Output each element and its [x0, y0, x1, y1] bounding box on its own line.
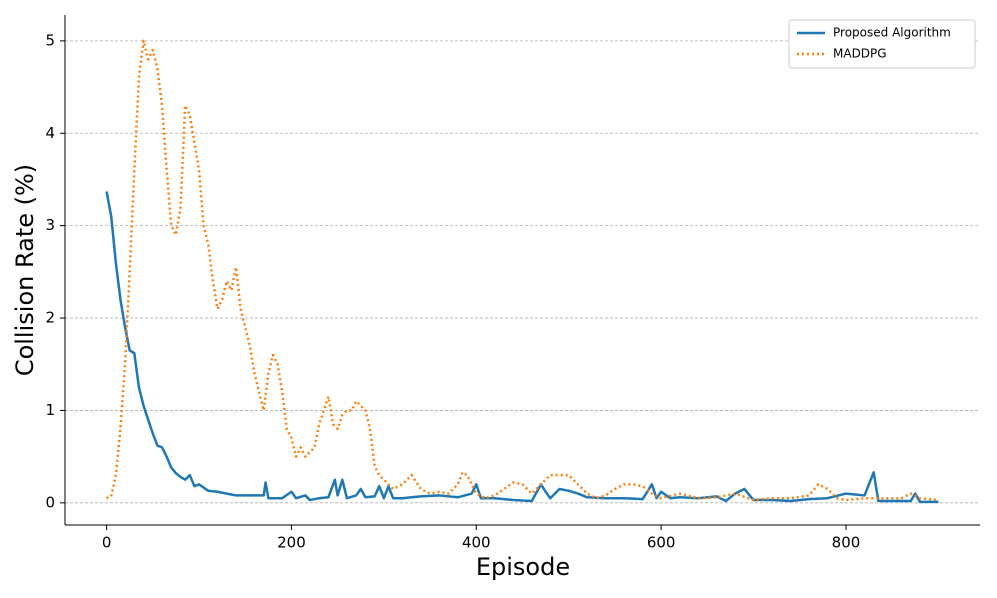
x-tick-label: 600: [647, 534, 676, 552]
x-tick-label: 400: [462, 534, 491, 552]
x-tick-label: 200: [277, 534, 306, 552]
y-tick-label: 0: [45, 493, 55, 511]
x-axis-label: Episode: [476, 553, 570, 581]
x-tick-label: 800: [832, 534, 861, 552]
y-tick-label: 1: [45, 401, 55, 419]
series-line: [105, 191, 939, 504]
x-tick-label: 0: [102, 534, 112, 552]
legend-label: MADDPG: [833, 47, 887, 61]
legend-box: [788, 19, 976, 69]
y-tick-label: 2: [45, 309, 55, 327]
y-tick-label: 4: [45, 124, 55, 142]
y-tick-label: 5: [45, 31, 55, 49]
series-line: [106, 39, 939, 502]
y-tick-label: 3: [45, 216, 55, 234]
y-axis-label: Collision Rate (%): [11, 164, 39, 376]
legend-label: Proposed Algorithm: [833, 26, 951, 40]
